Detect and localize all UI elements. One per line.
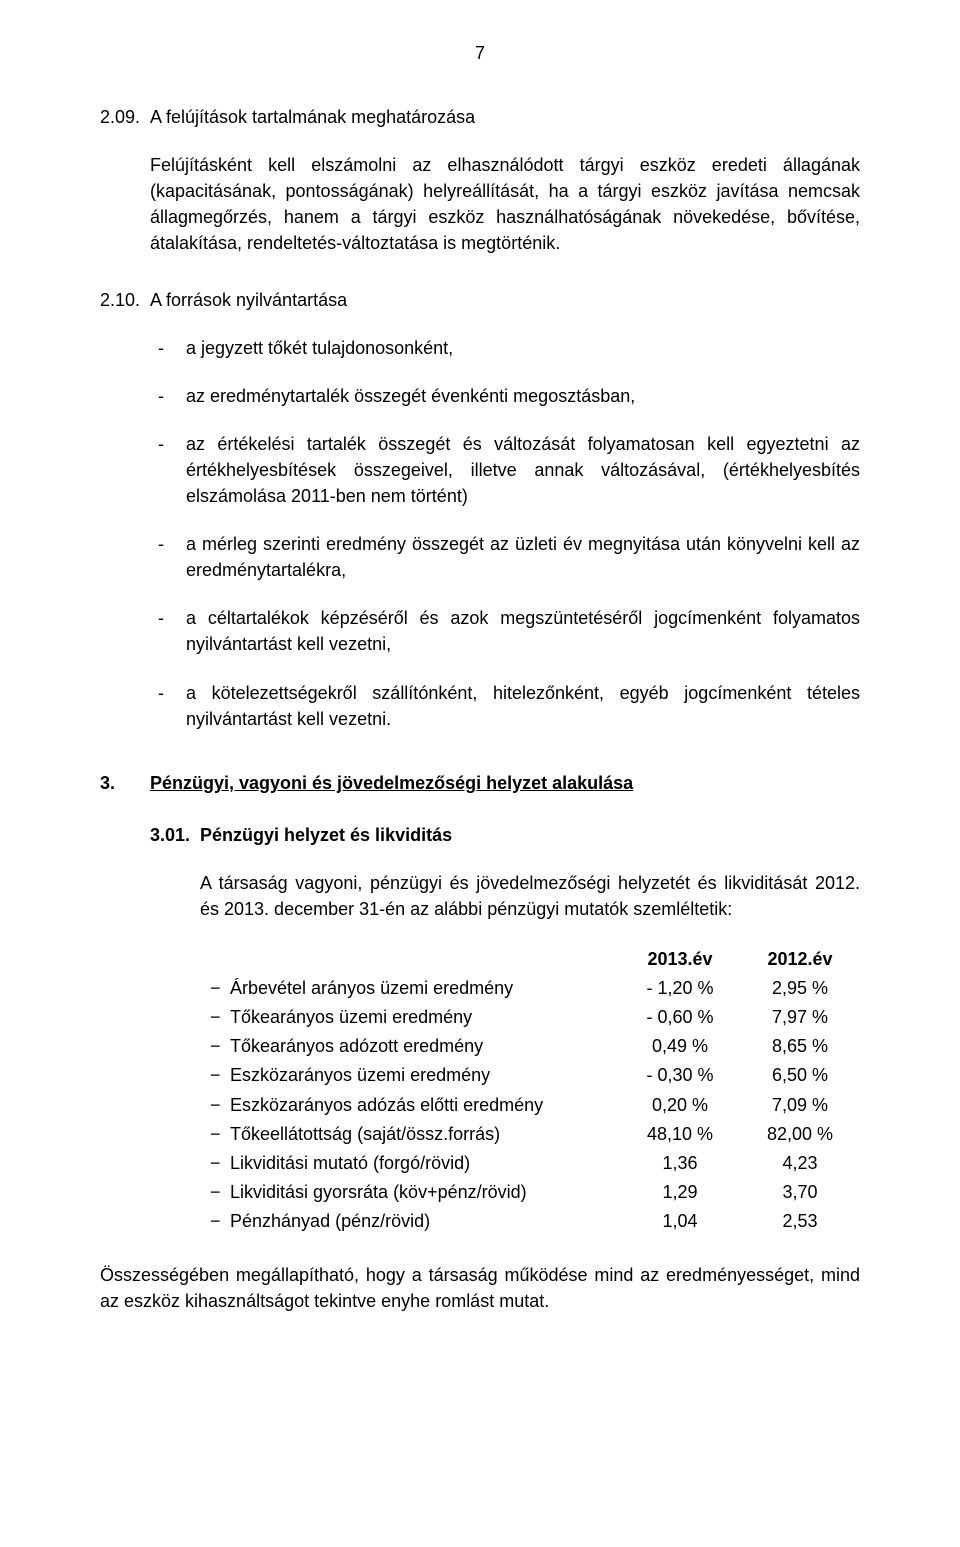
summary-paragraph: Összességében megállapítható, hogy a tár… [100,1262,860,1314]
section-3-01-num: 3.01. [150,822,200,848]
dash-icon: - [150,605,186,657]
section-2-09-num: 2.09. [100,104,150,130]
dash-icon: − [200,1121,230,1147]
list-item-text: az eredménytartalék összegét évenkénti m… [186,383,860,409]
metric-label: Árbevétel arányos üzemi eredmény [230,975,620,1001]
metric-value-y1: - 0,30 % [620,1062,740,1088]
table-row: − Pénzhányad (pénz/rövid) 1,04 2,53 [200,1208,860,1234]
metric-label: Eszközarányos üzemi eredmény [230,1062,620,1088]
section-3-title: Pénzügyi, vagyoni és jövedelmezőségi hel… [150,770,860,796]
metric-value-y2: 2,53 [740,1208,860,1234]
dash-icon: − [200,1092,230,1118]
section-2-09-heading: 2.09. A felújítások tartalmának meghatár… [100,104,860,130]
table-header-empty [200,946,620,972]
dash-icon: - [150,383,186,409]
dash-icon: - [150,680,186,732]
metric-value-y1: 0,49 % [620,1033,740,1059]
section-2-10-title: A források nyilvántartása [150,287,860,313]
dash-icon: - [150,531,186,583]
list-item-text: a mérleg szerinti eredmény összegét az ü… [186,531,860,583]
section-3-01-title: Pénzügyi helyzet és likviditás [200,822,452,848]
page-number: 7 [100,40,860,66]
metric-label: Eszközarányos adózás előtti eredmény [230,1092,620,1118]
section-2-10-bullet-list: - a jegyzett tőkét tulajdonosonként, - a… [150,335,860,732]
list-item: - a kötelezettségekről szállítónként, hi… [150,680,860,732]
section-2-10-num: 2.10. [100,287,150,313]
metric-value-y2: 6,50 % [740,1062,860,1088]
list-item: - az eredménytartalék összegét évenkénti… [150,383,860,409]
metric-value-y1: 1,04 [620,1208,740,1234]
table-row: − Eszközarányos adózás előtti eredmény 0… [200,1092,860,1118]
table-row: − Tőkearányos adózott eredmény 0,49 % 8,… [200,1033,860,1059]
list-item: - a mérleg szerinti eredmény összegét az… [150,531,860,583]
list-item: - a jegyzett tőkét tulajdonosonként, [150,335,860,361]
dash-icon: − [200,1062,230,1088]
dash-icon: − [200,1179,230,1205]
dash-icon: − [200,975,230,1001]
metric-label: Likviditási mutató (forgó/rövid) [230,1150,620,1176]
table-row: − Tőkeellátottság (saját/össz.forrás) 48… [200,1121,860,1147]
dash-icon: − [200,1033,230,1059]
dash-icon: - [150,335,186,361]
table-row: − Árbevétel arányos üzemi eredmény - 1,2… [200,975,860,1001]
table-header-row: 2013.év 2012.év [200,946,860,972]
metric-value-y2: 8,65 % [740,1033,860,1059]
metric-label: Tőkearányos adózott eredmény [230,1033,620,1059]
section-2-09-title: A felújítások tartalmának meghatározása [150,104,860,130]
table-header-year-2: 2012.év [740,946,860,972]
metric-value-y1: 0,20 % [620,1092,740,1118]
metric-label: Pénzhányad (pénz/rövid) [230,1208,620,1234]
table-row: − Likviditási mutató (forgó/rövid) 1,36 … [200,1150,860,1176]
list-item-text: a céltartalékok képzéséről és azok megsz… [186,605,860,657]
metric-value-y1: - 1,20 % [620,975,740,1001]
metric-label: Likviditási gyorsráta (köv+pénz/rövid) [230,1179,620,1205]
metric-value-y2: 7,09 % [740,1092,860,1118]
dash-icon: − [200,1208,230,1234]
metric-value-y1: - 0,60 % [620,1004,740,1030]
table-row: − Likviditási gyorsráta (köv+pénz/rövid)… [200,1179,860,1205]
list-item-text: a kötelezettségekről szállítónként, hite… [186,680,860,732]
metric-value-y1: 1,29 [620,1179,740,1205]
metric-value-y2: 7,97 % [740,1004,860,1030]
metric-label: Tőkeellátottság (saját/össz.forrás) [230,1121,620,1147]
dash-icon: − [200,1150,230,1176]
section-3-num: 3. [100,770,150,796]
list-item: - a céltartalékok képzéséről és azok meg… [150,605,860,657]
section-3-heading: 3. Pénzügyi, vagyoni és jövedelmezőségi … [100,770,860,796]
metric-value-y2: 82,00 % [740,1121,860,1147]
metric-value-y2: 2,95 % [740,975,860,1001]
section-2-10-heading: 2.10. A források nyilvántartása [100,287,860,313]
metric-value-y2: 4,23 [740,1150,860,1176]
section-3-01-paragraph: A társaság vagyoni, pénzügyi és jövedelm… [200,870,860,922]
dash-icon: - [150,431,186,509]
section-3-01-heading: 3.01. Pénzügyi helyzet és likviditás [150,822,860,848]
table-header-year-1: 2013.év [620,946,740,972]
dash-icon: − [200,1004,230,1030]
section-2-09-paragraph: Felújításként kell elszámolni az elhaszn… [150,152,860,256]
table-row: − Eszközarányos üzemi eredmény - 0,30 % … [200,1062,860,1088]
list-item-text: az értékelési tartalék összegét és válto… [186,431,860,509]
metric-value-y1: 1,36 [620,1150,740,1176]
list-item-text: a jegyzett tőkét tulajdonosonként, [186,335,860,361]
table-row: − Tőkearányos üzemi eredmény - 0,60 % 7,… [200,1004,860,1030]
metric-value-y1: 48,10 % [620,1121,740,1147]
metric-value-y2: 3,70 [740,1179,860,1205]
metric-label: Tőkearányos üzemi eredmény [230,1004,620,1030]
list-item: - az értékelési tartalék összegét és vál… [150,431,860,509]
financial-metrics-table: 2013.év 2012.év − Árbevétel arányos üzem… [200,946,860,1234]
